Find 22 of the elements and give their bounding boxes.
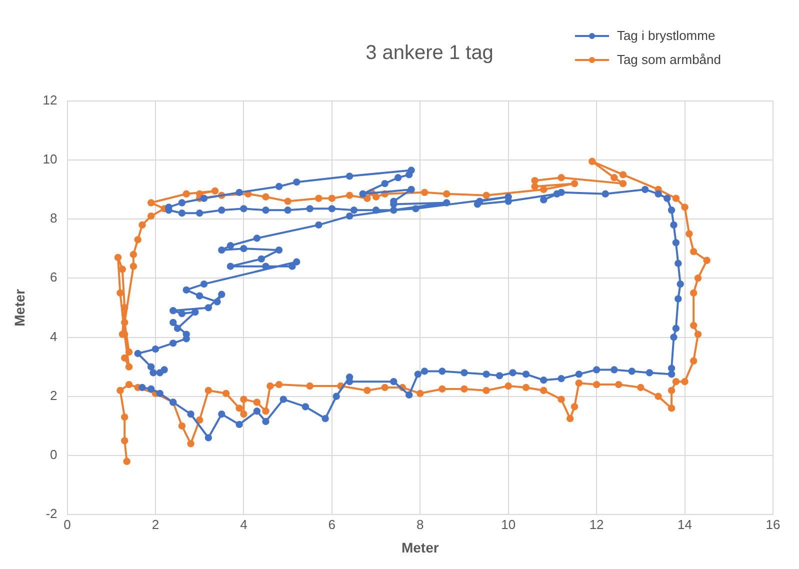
y-tick-label: 10 [42, 151, 58, 166]
y-tick-label: -2 [46, 506, 58, 522]
y-tick-label: 8 [50, 210, 58, 226]
x-tick-label: 12 [589, 516, 604, 532]
y-tick-label: 12 [42, 92, 58, 108]
x-tick-label: 14 [678, 516, 692, 532]
x-tick-label: 16 [766, 516, 780, 532]
x-axis-title: Meter [401, 539, 440, 556]
y-axis-title: Meter [11, 288, 28, 326]
chart-title: 3 ankere 1 tag [366, 42, 494, 64]
y-tick-label: 0 [50, 447, 58, 462]
x-tick-label: 4 [240, 516, 248, 532]
y-tick-label: 2 [50, 388, 58, 403]
legend-label: Tag i brystlomme [616, 28, 716, 43]
x-tick-label: 0 [64, 516, 71, 532]
x-tick-label: 10 [501, 516, 516, 532]
x-tick-label: 6 [328, 516, 336, 532]
x-tick-label: 8 [416, 516, 424, 532]
y-tick-label: 6 [50, 270, 58, 285]
y-tick-label: 4 [50, 328, 58, 344]
legend-label: Tag som armbånd [616, 52, 721, 67]
x-tick-label: 2 [152, 516, 160, 532]
